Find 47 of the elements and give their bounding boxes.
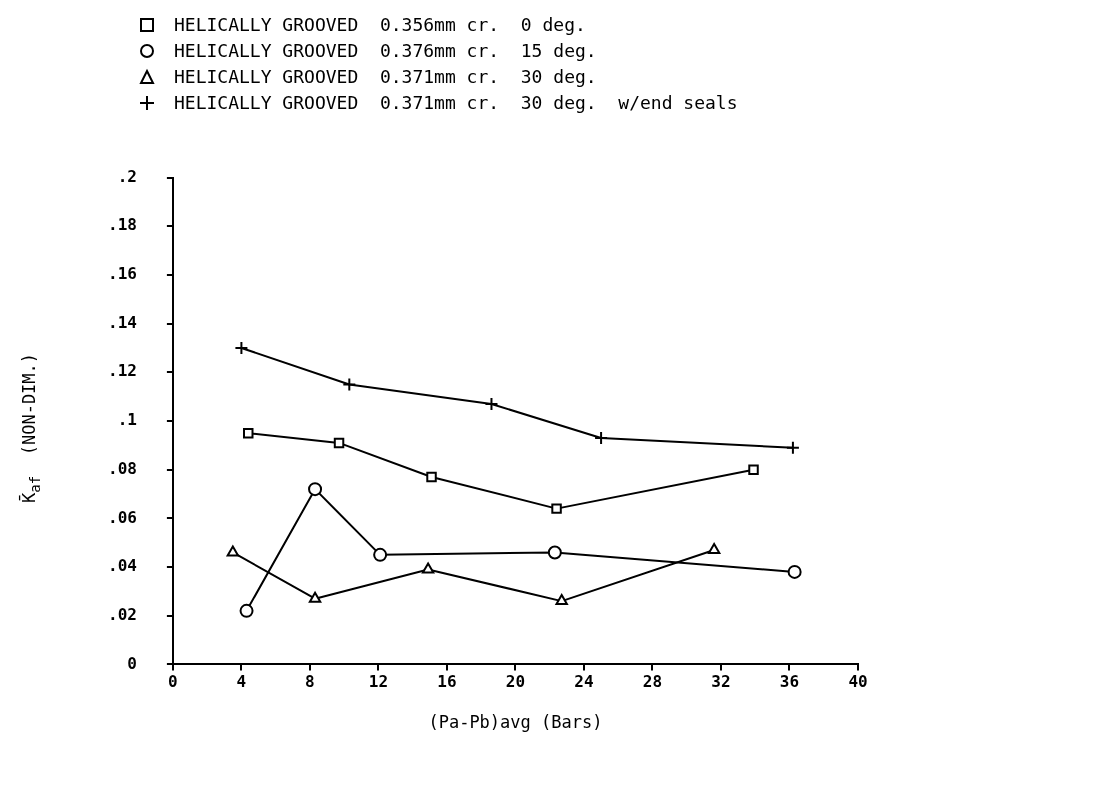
point [748,464,759,475]
point [426,471,437,483]
point [234,340,249,355]
y-tick-label: .16 [107,264,137,284]
point [243,427,254,439]
point [308,482,323,497]
x-tick-label: 20 [505,672,526,692]
point [707,543,721,554]
x-tick-label: 32 [711,672,731,692]
point [547,545,562,560]
y-tick-label: .08 [107,458,137,478]
y-tick-label: .04 [107,556,137,576]
legend-label: HELICALLY GROOVED 0.371mm cr. 30 deg. [174,65,597,89]
x-tick-label: 16 [437,672,457,692]
point [342,377,357,392]
point [373,547,388,562]
point [484,396,499,411]
legend-label: HELICALLY GROOVED 0.356mm cr. 0 deg. [174,13,586,37]
x-tick-label: 4 [236,672,247,692]
point [239,603,254,618]
y-tick-label: .14 [107,312,137,332]
x-tick-label: 40 [848,672,868,692]
x-tick-label: 36 [779,672,800,692]
legend-label: HELICALLY GROOVED 0.371mm cr. 30 deg. w/end seals [174,91,738,115]
point [785,440,800,455]
y-tick-label: 0 [127,653,137,673]
y-tick-label: .12 [107,361,137,381]
x-tick-label: 0 [168,672,178,692]
x-tick-label: 12 [368,672,389,692]
y-tick-label: .06 [107,507,137,527]
x-tick-label: 8 [305,672,315,692]
point [308,591,322,603]
x-tick-label: 28 [642,672,663,692]
point [555,594,568,606]
point [594,431,609,446]
point [551,503,562,514]
y-tick-label: .02 [107,604,137,624]
y-tick-label: .2 [117,166,137,186]
point [787,564,802,579]
y-tick-label: .18 [107,215,137,235]
y-tick-label: .1 [117,410,137,430]
x-tick-label: 24 [574,672,594,692]
x-axis-title: (Pa-Pb)avg (Bars) [428,712,603,733]
legend-label: HELICALLY GROOVED 0.376mm cr. 15 deg. [174,39,597,63]
point [421,562,435,574]
point [333,437,345,449]
point [226,545,240,557]
